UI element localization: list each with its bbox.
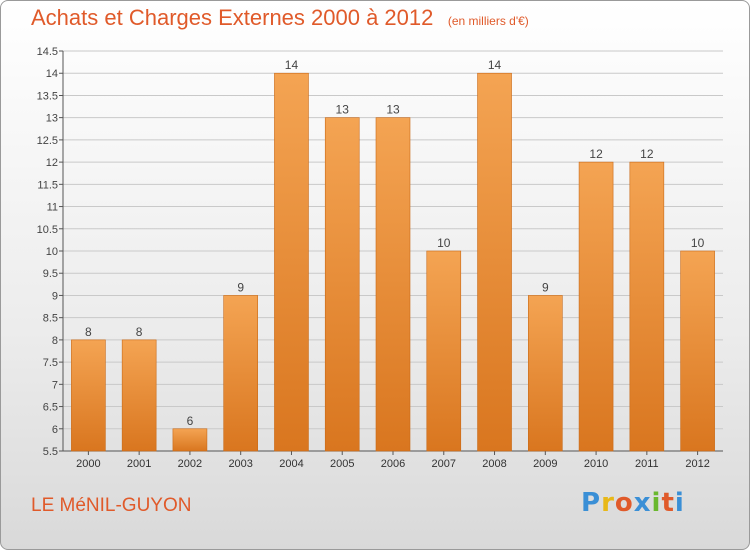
x-tick-label: 2010 bbox=[584, 458, 608, 470]
x-tick-label: 2012 bbox=[685, 458, 709, 470]
data-label: 13 bbox=[386, 103, 400, 117]
data-label: 6 bbox=[187, 414, 194, 428]
bar bbox=[274, 72, 309, 452]
title-row: Achats et Charges Externes 2000 à 2012 (… bbox=[31, 5, 529, 31]
x-tick-label: 2011 bbox=[635, 458, 659, 470]
bar bbox=[629, 161, 665, 452]
data-label: 9 bbox=[542, 280, 549, 294]
x-tick-label: 2005 bbox=[330, 458, 354, 470]
data-label: 12 bbox=[640, 147, 654, 161]
x-tick-label: 2002 bbox=[178, 458, 202, 470]
unit-note: (en milliers d'€) bbox=[447, 14, 529, 28]
data-label: 12 bbox=[589, 147, 603, 161]
y-tick-label: 11.5 bbox=[37, 179, 58, 191]
data-label: 14 bbox=[285, 58, 299, 72]
x-tick-label: 2007 bbox=[432, 458, 456, 470]
y-tick-label: 13.5 bbox=[37, 90, 58, 102]
bar bbox=[375, 117, 411, 452]
logo-letter: r bbox=[601, 488, 615, 518]
x-tick-label: 2001 bbox=[127, 458, 151, 470]
x-tick-label: 2009 bbox=[533, 458, 557, 470]
proxiti-logo[interactable]: Proxiti bbox=[581, 488, 685, 518]
data-label: 9 bbox=[237, 280, 244, 294]
logo-letter: o bbox=[614, 488, 634, 518]
y-tick-label: 8.5 bbox=[43, 313, 58, 325]
logo-letter: t bbox=[661, 488, 675, 518]
logo-letter: i bbox=[674, 488, 685, 518]
data-label: 13 bbox=[336, 103, 350, 117]
bar bbox=[71, 339, 106, 452]
bar bbox=[121, 339, 157, 452]
x-tick-label: 2004 bbox=[279, 458, 303, 470]
chart-title: Achats et Charges Externes 2000 à 2012 bbox=[31, 5, 434, 30]
y-tick-label: 11 bbox=[47, 202, 58, 214]
y-tick-label: 10 bbox=[46, 246, 58, 258]
bar bbox=[680, 250, 715, 452]
data-label: 8 bbox=[85, 325, 92, 339]
place-name: LE MéNIL-GUYON bbox=[31, 495, 192, 516]
y-tick-label: 9 bbox=[52, 290, 58, 302]
data-label: 8 bbox=[136, 325, 143, 339]
bar bbox=[324, 117, 360, 452]
y-tick-label: 7.5 bbox=[43, 357, 58, 369]
data-label: 14 bbox=[488, 58, 502, 72]
bar bbox=[528, 295, 563, 452]
y-tick-label: 9.5 bbox=[43, 268, 58, 280]
y-tick-label: 10.5 bbox=[37, 224, 58, 236]
x-tick-label: 2003 bbox=[228, 458, 252, 470]
x-tick-label: 2000 bbox=[76, 458, 100, 470]
logo-letter: x bbox=[633, 488, 652, 518]
y-tick-label: 6 bbox=[52, 424, 58, 436]
logo-letter: P bbox=[581, 488, 602, 518]
logo-letter: i bbox=[651, 488, 662, 518]
y-tick-label: 14 bbox=[46, 68, 58, 80]
data-label: 10 bbox=[437, 236, 451, 250]
bar bbox=[477, 72, 512, 452]
y-tick-label: 6.5 bbox=[43, 402, 58, 414]
x-tick-label: 2008 bbox=[482, 458, 506, 470]
bar bbox=[172, 428, 208, 452]
x-tick-label: 2006 bbox=[381, 458, 405, 470]
y-tick-label: 13 bbox=[46, 113, 58, 125]
bar bbox=[223, 295, 258, 452]
y-tick-label: 5.5 bbox=[43, 446, 58, 458]
bar bbox=[578, 161, 614, 452]
y-tick-label: 8 bbox=[52, 335, 58, 347]
y-tick-label: 7 bbox=[52, 379, 58, 391]
y-tick-label: 12 bbox=[46, 157, 58, 169]
y-tick-label: 12.5 bbox=[37, 135, 58, 147]
bar bbox=[426, 250, 462, 452]
y-tick-label: 14.5 bbox=[37, 46, 58, 58]
data-label: 10 bbox=[691, 236, 705, 250]
